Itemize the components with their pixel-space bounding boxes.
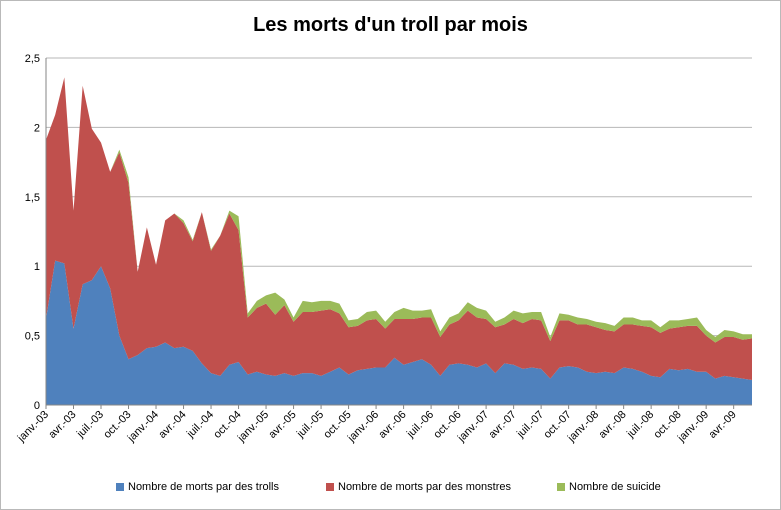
x-tick-label: janv.-03 (15, 409, 51, 445)
x-tick-label: juil.-06 (404, 409, 436, 441)
legend-label-trolls: Nombre de morts par des trolls (128, 481, 279, 493)
y-tick-label: 2 (34, 122, 40, 134)
x-tick-label: juil.-05 (294, 409, 326, 441)
y-tick-label: 0,5 (25, 331, 40, 343)
legend-label-monstres: Nombre de morts par des monstres (338, 481, 512, 493)
legend-item-monstres: Nombre de morts par des monstres (326, 481, 511, 493)
legend-item-trolls: Nombre de morts par des trolls (116, 481, 279, 493)
x-tick-label: juil.-07 (514, 409, 546, 441)
x-tick-label: avr.-08 (596, 409, 628, 441)
x-tick-label: avr.-03 (46, 409, 78, 441)
x-tick-label: juil.-03 (74, 409, 106, 441)
y-tick-label: 1 (34, 261, 40, 273)
x-tick-label: juil.-04 (184, 409, 216, 441)
legend-swatch-suicide (557, 483, 565, 491)
x-tick-label: avr.-06 (376, 409, 408, 441)
area-series-1 (46, 260, 752, 405)
x-tick-label: avr.-04 (156, 409, 188, 441)
legend-label-suicide: Nombre de suicide (569, 481, 661, 493)
y-tick-label: 2,5 (25, 53, 40, 65)
x-tick-label: avr.-05 (266, 409, 298, 441)
chart-title: Les morts d'un troll par mois (253, 14, 528, 36)
legend-swatch-trolls (116, 483, 124, 491)
area-series-2 (46, 77, 752, 381)
x-tick-label: avr.-07 (486, 409, 518, 441)
legend-swatch-monstres (326, 483, 334, 491)
x-tick-label: avr.-09 (707, 409, 739, 441)
legend-item-suicide: Nombre de suicide (557, 481, 661, 493)
x-tick-label: juil.-08 (624, 409, 656, 441)
y-tick-label: 0 (34, 400, 40, 412)
y-tick-label: 1,5 (25, 192, 40, 204)
